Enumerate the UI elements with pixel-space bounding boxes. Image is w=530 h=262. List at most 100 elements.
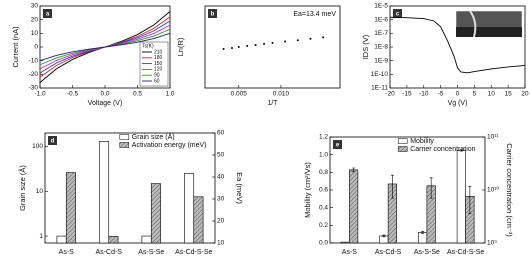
panel-label: d: [51, 138, 55, 144]
panel-label: b: [211, 11, 215, 17]
y-axis-title: Ln(R): [176, 37, 185, 56]
y2-tick-label: 50: [217, 152, 225, 159]
x-axis-title: Voltage (V): [88, 100, 123, 107]
y2-tick-label: 20: [217, 218, 225, 225]
point: [254, 43, 257, 46]
point: [246, 44, 249, 47]
bar: [65, 172, 76, 244]
y2-tick-label: 10⁹: [487, 240, 497, 247]
error-bar: [382, 234, 386, 238]
y-tick-label: 0.2: [319, 222, 328, 229]
y2-tick-label: 10¹¹: [487, 134, 499, 141]
bar: [184, 173, 195, 244]
legend-title: Ts(K): [142, 43, 154, 49]
bar: [349, 169, 359, 244]
y2-tick-label: 30: [217, 196, 225, 203]
bar: [56, 235, 67, 244]
x-tick-label: 0: [456, 91, 460, 98]
legend-label: 210: [154, 49, 163, 55]
point: [231, 47, 233, 50]
x-tick-label: As-S: [342, 249, 358, 256]
y-tick-label: 0.0: [319, 240, 328, 247]
x-tick-label: 0.010: [273, 91, 290, 98]
x-tick-label: As-Cd-S: [96, 249, 123, 256]
y-axis-title: Mobility (cm²/Vs): [303, 162, 312, 218]
y-tick-label: 10: [31, 30, 39, 37]
x-tick-label: As-Cd-S: [375, 249, 402, 256]
y2-axis-title: Carrier concentration (cm⁻³): [505, 143, 514, 237]
y-axis-title: Grain size (Å): [18, 165, 27, 211]
y-tick-label: 30: [31, 3, 39, 10]
inset-image: [455, 10, 523, 38]
legend-label: Activation energy (meV): [132, 142, 207, 149]
y-tick-label: -30: [29, 85, 39, 92]
x-tick-label: -0.5: [67, 91, 79, 98]
annotation: Ea=13.4 meV: [293, 11, 336, 18]
panel-label: e: [336, 142, 340, 148]
x-tick-label: 0.5: [133, 91, 142, 98]
x-tick-label: -5: [438, 91, 444, 98]
y2-tick-label: 10: [217, 240, 225, 247]
x-tick-label: 1.0: [165, 91, 174, 98]
legend-swatch: [119, 134, 130, 140]
y-tick-label: 1E-11: [371, 85, 388, 92]
y-tick-label: 1E-9: [374, 57, 388, 64]
y-tick-label: 1: [39, 233, 43, 240]
y-tick-label: 1E-6: [374, 16, 388, 23]
legend-label: 90: [154, 73, 160, 79]
y-tick-label: 1E-8: [374, 44, 388, 51]
y-tick-label: -20: [29, 71, 39, 78]
series-line: [389, 16, 526, 74]
error-bar: [421, 231, 425, 234]
point: [263, 42, 266, 45]
x-tick-label: 0.0: [100, 91, 109, 98]
point: [309, 37, 312, 40]
y-tick-label: 10: [36, 188, 44, 195]
y-tick-label: 0: [34, 44, 38, 51]
bar: [150, 183, 161, 244]
x-axis-title: 1/T: [267, 100, 278, 107]
y-tick-label: 100: [32, 143, 43, 150]
x-tick-label: -15: [402, 91, 412, 98]
x-tick-label: As-Cd-S-Se: [175, 249, 212, 256]
legend-label: 60: [154, 78, 160, 84]
point: [222, 48, 225, 51]
x-tick-label: -10: [419, 91, 429, 98]
panel-label-box: [48, 136, 57, 145]
bar: [193, 196, 204, 244]
x-tick-label: 5: [473, 91, 477, 98]
panel-label: c: [396, 11, 400, 17]
x-tick-label: As-Cd-S-Se: [447, 249, 484, 256]
x-tick-label: As-S-Se: [138, 249, 164, 256]
error-bar: [468, 186, 472, 214]
panel-label-box: [333, 140, 342, 149]
x-tick-label: 10: [488, 91, 496, 98]
point: [237, 46, 240, 48]
error-bar: [390, 174, 394, 199]
legend-swatch: [119, 142, 130, 148]
point: [322, 36, 325, 39]
legend-label: Mobility: [410, 138, 434, 145]
legend-label: Grain size (Å): [132, 132, 175, 141]
point: [284, 40, 287, 43]
y-tick-label: 1E-7: [374, 30, 388, 37]
x-tick-label: As-S-Se: [414, 249, 440, 256]
panel-label-box: [208, 9, 217, 18]
legend-label: 150: [154, 61, 163, 67]
bar: [108, 236, 119, 244]
error-bar: [352, 167, 356, 173]
legend-swatch: [397, 146, 408, 152]
x-axis-title: Vg (V): [448, 100, 468, 107]
bar: [141, 235, 152, 244]
point: [296, 39, 299, 42]
series-line: [39, 32, 171, 62]
legend-label: 120: [154, 67, 163, 73]
y-tick-label: 1.2: [319, 134, 328, 141]
x-tick-label: 0.005: [231, 91, 248, 98]
y-tick-label: 20: [31, 16, 39, 23]
bar: [340, 241, 350, 244]
y-axis-title: Current (nA): [11, 26, 20, 68]
panel-label: a: [46, 11, 50, 17]
plot-frame: [44, 132, 216, 244]
y-tick-label: 0.6: [319, 187, 328, 194]
